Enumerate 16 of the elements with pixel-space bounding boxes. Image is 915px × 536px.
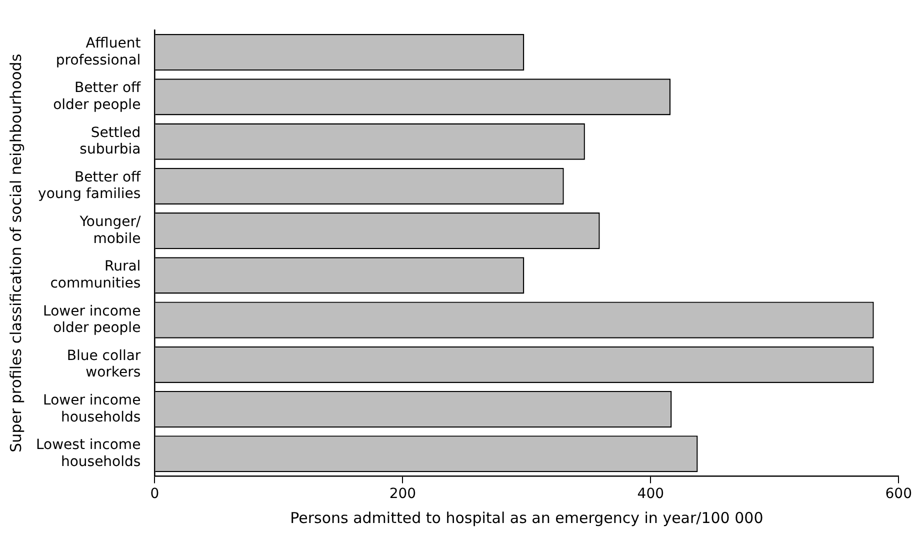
y-tick-label: Lowest income households [36,437,141,470]
y-tick-label: Better off older people [53,80,142,113]
y-tick-label: Younger/ mobile [78,214,141,247]
y-tick-label: Rural communities [50,258,141,292]
y-tick-label: Settled suburbia [80,124,141,158]
x-tick-label: 200 [389,486,416,502]
x-tick-label: 600 [885,486,912,502]
y-tick-label: Affluent professional [56,36,142,68]
y-tick-label: Lower income households [43,392,141,426]
y-tick-label: Better off young families [38,169,142,202]
y-tick-label: Blue collar workers [66,348,141,381]
y-axis-title: Super profiles classification of social neighbourhoods [6,54,25,452]
x-tick-label: 0 [150,486,160,502]
x-tick-label: 400 [637,486,664,502]
y-tick-label: Lower income older people [43,303,141,336]
x-axis-title: Persons admitted to hospital as an emergency in year/100 000 [290,508,764,527]
